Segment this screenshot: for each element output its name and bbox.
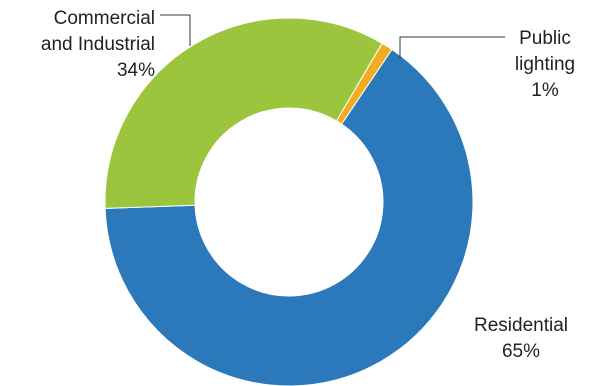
slice-label-commercial-and-industrial: and Industrial	[41, 34, 155, 55]
slice-public-lighting	[335, 42, 393, 125]
slices-group	[104, 17, 474, 386]
percent-label-commercial-and-industrial: 34%	[117, 60, 155, 81]
leader-line-public-lighting	[399, 36, 505, 58]
slice-label-public-lighting: lighting	[515, 54, 575, 75]
leader-line-commercial-and-industrial	[160, 14, 191, 46]
labels-group: Residential 65% Commercial and Industrial 34…	[41, 8, 575, 362]
leader-lines-group	[160, 14, 505, 58]
percent-label-residential: 65%	[502, 341, 540, 362]
slice-label-residential: Residential	[474, 315, 568, 336]
percent-label-public-lighting: 1%	[531, 80, 559, 101]
slice-label-commercial-and-industrial: Commercial	[54, 8, 155, 29]
slice-residential	[104, 48, 474, 386]
slice-label-public-lighting: Public	[519, 28, 571, 49]
slice-commercial-and-industrial	[104, 17, 383, 209]
